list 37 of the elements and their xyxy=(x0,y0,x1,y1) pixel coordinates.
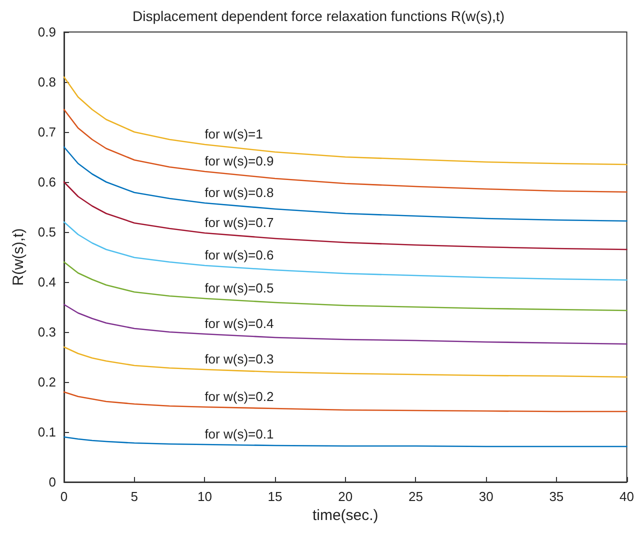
series-label: for w(s)=1 xyxy=(204,126,263,142)
series-label: for w(s)=0.8 xyxy=(204,185,274,200)
x-tick-label: 15 xyxy=(268,489,282,504)
series-label: for w(s)=0.1 xyxy=(204,426,274,442)
y-tick-label: 0.7 xyxy=(38,124,56,140)
x-tick-label: 10 xyxy=(197,489,212,504)
y-tick-label: 0.8 xyxy=(38,74,56,90)
series-label: for w(s)=0.2 xyxy=(204,389,274,404)
x-tick-label: 35 xyxy=(549,489,564,504)
chart-title: Displacement dependent force relaxation functions R(w(s),t) xyxy=(132,8,504,24)
line-series xyxy=(63,304,628,345)
x-tick-label: 40 xyxy=(620,489,634,504)
series-label: for w(s)=0.9 xyxy=(204,154,274,168)
x-tick-label: 25 xyxy=(408,489,423,504)
x-tick-label: 5 xyxy=(130,489,138,504)
x-tick-label: 20 xyxy=(338,489,353,504)
y-axis-title: R(w(s),t) xyxy=(10,228,27,286)
y-tick-label: 0 xyxy=(48,474,56,490)
y-tick-label: 0.5 xyxy=(38,224,56,240)
series-label: for w(s)=0.5 xyxy=(204,280,274,296)
series-label: for w(s)=0.7 xyxy=(204,215,274,230)
line-series xyxy=(63,346,628,378)
y-tick-label: 0.9 xyxy=(38,24,56,40)
x-tick-label: 0 xyxy=(60,489,68,504)
y-tick-label: 0.2 xyxy=(38,374,56,390)
y-tick-label: 0.1 xyxy=(38,424,56,440)
series-label: for w(s)=0.3 xyxy=(204,352,274,366)
line-series xyxy=(63,261,628,312)
y-tick-label: 0.6 xyxy=(38,174,56,190)
series-label: for w(s)=0.4 xyxy=(204,316,274,331)
x-tick-label: 30 xyxy=(478,489,494,504)
line-series xyxy=(63,181,628,250)
series-label: for w(s)=0.6 xyxy=(204,248,274,262)
y-tick-label: 0.4 xyxy=(38,274,56,290)
x-axis-title: time(sec.) xyxy=(312,507,378,524)
y-tick-label: 0.3 xyxy=(38,324,56,340)
line-series xyxy=(63,391,628,412)
